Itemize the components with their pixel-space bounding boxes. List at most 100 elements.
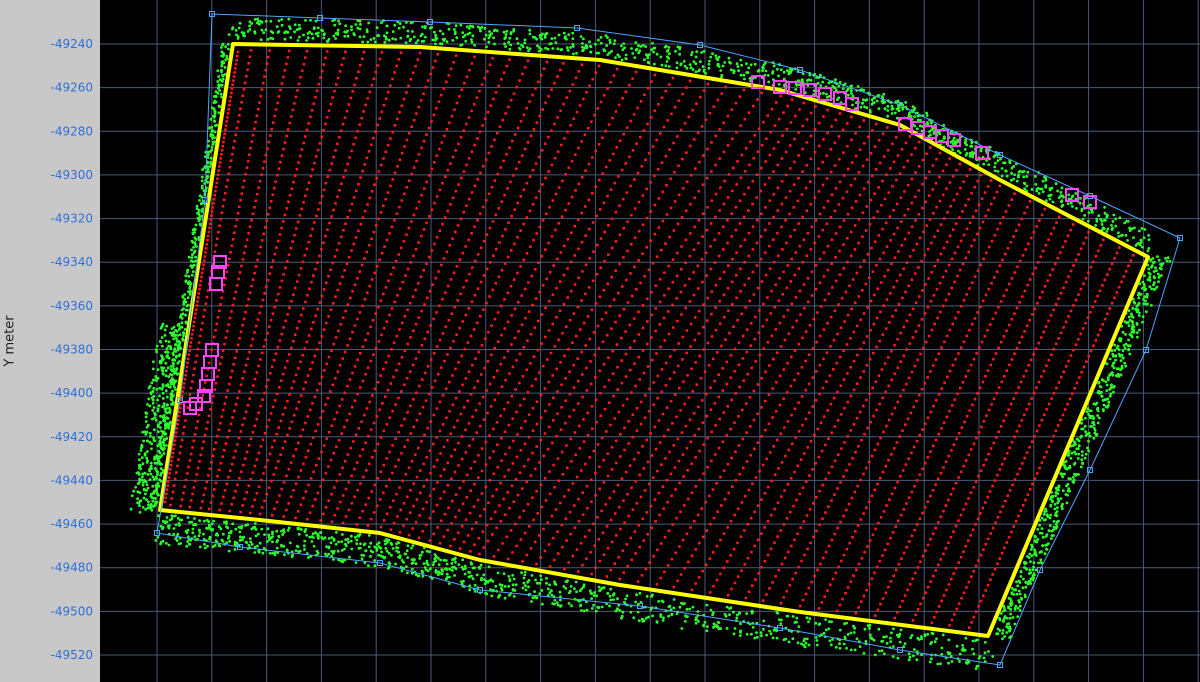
pass-point [485,301,488,305]
pass-point [313,161,316,165]
headland-point [160,336,164,339]
pass-point [366,203,369,206]
headland-point [297,532,301,536]
pass-point [253,331,256,334]
headland-point [167,543,171,547]
headland-point [678,605,682,609]
pass-point [298,214,302,217]
headland-point [487,36,491,40]
headland-point [145,483,149,486]
pass-point [462,480,465,483]
headland-point [849,89,853,93]
pass-point [529,332,533,336]
headland-point [209,160,213,164]
pass-point [303,254,307,257]
headland-point [283,37,287,41]
headland-point [490,32,493,35]
pass-point [397,362,401,365]
headland-point [1103,206,1106,209]
pass-point [225,270,229,274]
headland-point [503,42,506,46]
headland-point [749,63,753,67]
pass-point [273,252,277,256]
headland-point [163,427,167,430]
headland-point [462,35,465,39]
headland-point [975,638,979,642]
pass-point [473,55,476,59]
headland-point [473,43,476,47]
headland-point [1023,562,1027,566]
headland-point [191,253,194,257]
headland-point [1029,582,1033,585]
headland-point [186,308,189,312]
headland-point [246,30,250,33]
headland-point [434,559,438,563]
headland-point [151,401,155,405]
pass-point [420,234,423,238]
pass-point [529,362,532,365]
headland-point [409,37,412,41]
headland-point [149,435,152,438]
headland-point [188,286,192,290]
y-tick-label: -49300 [50,168,93,182]
headland-point [1135,308,1139,311]
headland-point [849,631,853,635]
pass-point [532,355,536,358]
pass-point [266,147,269,150]
pass-point [312,274,315,277]
pass-point [528,100,531,103]
pass-point [550,129,553,132]
pass-point [198,407,202,410]
headland-point [277,534,281,538]
headland-point [455,36,459,40]
headland-point [667,46,671,49]
headland-point [254,528,258,531]
pass-point [384,97,388,100]
pass-point [518,381,521,385]
headland-point [383,556,387,559]
headland-point [149,503,153,506]
headland-point [210,522,214,526]
pass-point [334,295,337,298]
pass-point [259,245,262,249]
headland-point [1114,354,1117,357]
pass-point [403,349,407,352]
pass-point [412,166,416,169]
headland-point [271,540,274,544]
headland-point [964,153,968,157]
pass-point [210,461,213,464]
headland-point [152,436,155,439]
headland-point [470,562,474,566]
headland-point [1015,580,1018,584]
pass-point [580,299,583,302]
pass-point [229,251,232,254]
pass-point [493,317,497,321]
headland-point [333,23,337,27]
headland-point [1119,373,1123,377]
pass-point [243,497,246,501]
pass-point [620,168,624,172]
headland-point [277,30,281,33]
pass-point [330,215,333,218]
pass-point [459,412,463,416]
pass-point [287,502,290,505]
pass-point [542,67,546,70]
pass-point [647,151,651,155]
pass-point [365,469,368,472]
pass-point [527,310,531,313]
pass-point [393,71,396,74]
headland-point [1057,488,1060,492]
headland-point [444,559,448,562]
pass-point [329,268,332,271]
headland-point [190,520,194,524]
headland-point [1006,616,1009,620]
headland-point [1110,224,1113,227]
headland-point [1120,364,1124,368]
pass-point [297,475,300,479]
pass-point [363,257,366,260]
headland-point [1110,349,1114,353]
pass-point [192,439,196,443]
pass-point [320,69,324,73]
headland-point [572,52,575,56]
